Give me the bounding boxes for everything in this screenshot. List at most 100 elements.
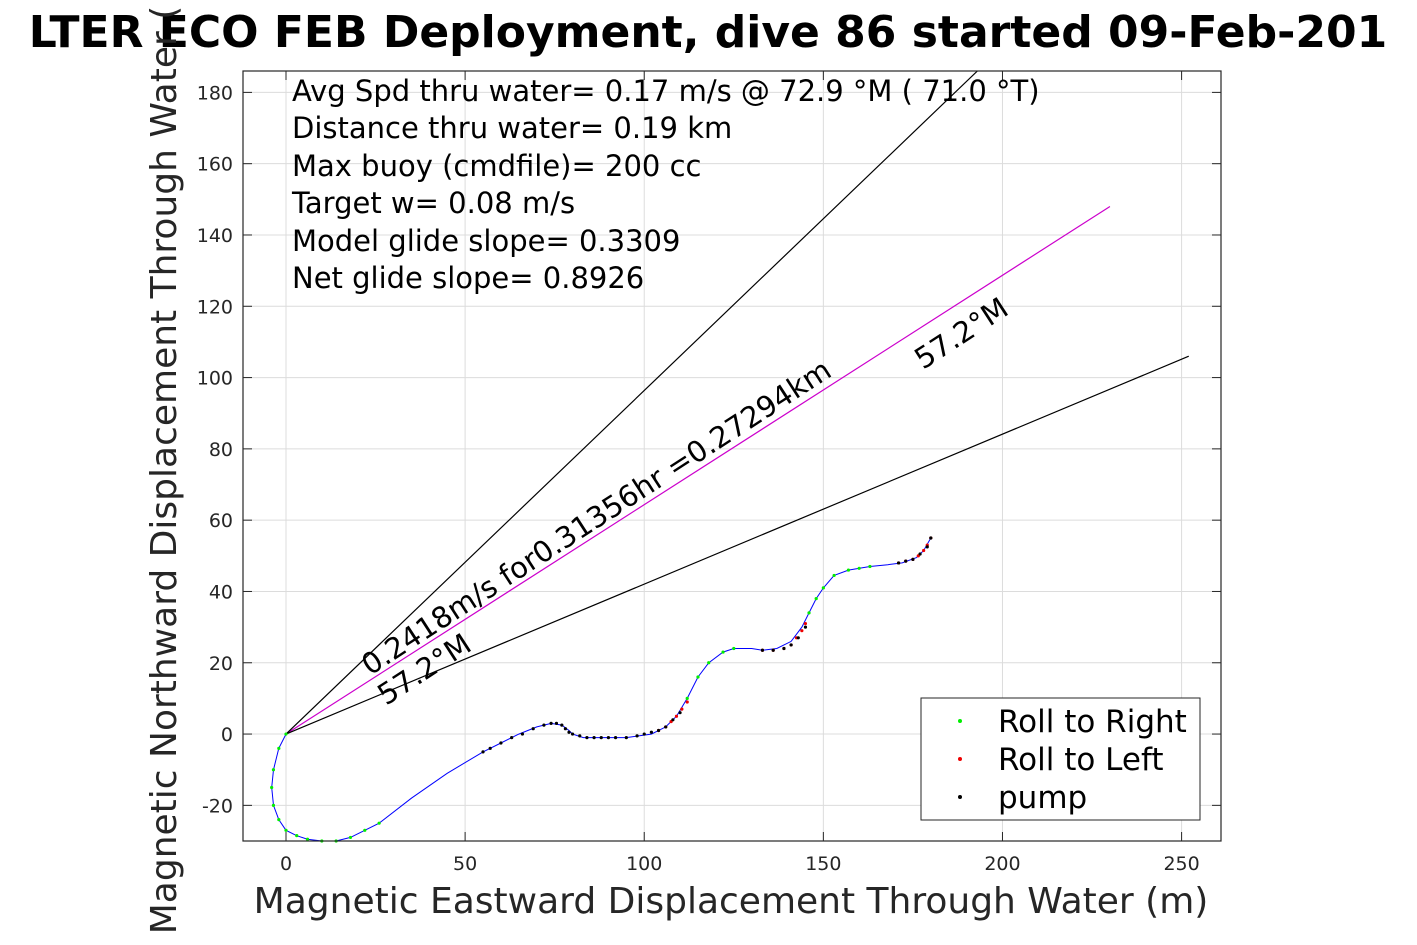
legend-box xyxy=(920,697,1201,821)
marker-pump xyxy=(613,736,618,740)
legend-marker-roll-left xyxy=(958,757,962,761)
marker-pump xyxy=(896,561,901,565)
marker-pump xyxy=(678,711,682,715)
legend-label-roll-left: Roll to Left xyxy=(998,742,1164,778)
marker-roll-left xyxy=(922,548,926,553)
annotation-avg-speed: Avg Spd thru water= 0.17 m/s @ 72.9 °M (… xyxy=(292,74,1040,108)
marker-pump xyxy=(592,736,596,740)
marker-pump xyxy=(642,732,646,736)
marker-pump xyxy=(782,646,786,651)
marker-roll-right xyxy=(732,646,736,651)
marker-pump xyxy=(567,730,571,734)
marker-roll-left xyxy=(680,707,684,711)
marker-pump xyxy=(904,559,908,563)
y-tick-label: 100 xyxy=(197,368,233,390)
marker-pump xyxy=(911,557,915,561)
legend: Roll to Right Roll to Left pump xyxy=(920,697,1201,821)
marker-roll-right xyxy=(707,661,711,665)
marker-pump xyxy=(520,732,525,736)
marker-roll-right xyxy=(277,746,281,750)
x-tick-label: 150 xyxy=(805,853,841,875)
marker-roll-right xyxy=(846,568,851,572)
marker-roll-right xyxy=(807,611,811,615)
marker-pump xyxy=(606,736,611,740)
y-axis-label: Magnetic Northward Displacement Through … xyxy=(144,6,185,935)
marker-pump xyxy=(563,727,568,731)
annotation-distance: Distance thru water= 0.19 km xyxy=(292,111,732,145)
y-tick-label: 160 xyxy=(197,154,233,176)
marker-roll-left xyxy=(803,621,808,626)
marker-pump xyxy=(796,636,800,640)
marker-pump xyxy=(554,721,559,725)
x-tick-label: 100 xyxy=(626,853,662,875)
x-tick-label: 0 xyxy=(280,853,292,875)
marker-pump xyxy=(918,552,922,556)
line-heading xyxy=(285,205,1111,735)
marker-roll-right xyxy=(721,650,725,654)
marker-pump xyxy=(656,728,661,733)
marker-pump xyxy=(803,625,808,629)
marker-roll-left xyxy=(685,700,689,704)
marker-pump xyxy=(635,734,639,738)
y-tick-label: 140 xyxy=(197,225,233,247)
y-tick-label: 180 xyxy=(197,82,233,104)
marker-roll-right xyxy=(685,696,689,701)
marker-pump xyxy=(771,648,775,652)
marker-roll-right xyxy=(363,828,367,832)
marker-roll-right xyxy=(814,596,818,601)
y-tick-label: -20 xyxy=(202,795,233,817)
legend-marker-pump xyxy=(958,795,962,799)
marker-pump xyxy=(481,750,485,754)
x-tick-label: 50 xyxy=(453,853,477,875)
line-bound_lower xyxy=(285,355,1189,735)
x-axis-label: Magnetic Eastward Displacement Through W… xyxy=(254,881,1209,922)
y-tick-label: 60 xyxy=(209,510,233,532)
marker-roll-right xyxy=(868,564,872,569)
annotation-block: Avg Spd thru water= 0.17 m/s @ 72.9 °M (… xyxy=(291,74,1040,295)
legend-marker-roll-right xyxy=(958,719,962,723)
marker-pump xyxy=(929,536,933,540)
marker-pump xyxy=(560,723,564,727)
marker-roll-left xyxy=(674,714,679,718)
annotation-model-glide: Model glide slope= 0.3309 xyxy=(292,224,680,258)
marker-roll-right xyxy=(295,834,299,838)
x-tick-label: 200 xyxy=(984,853,1020,875)
x-tick-label: 250 xyxy=(1163,853,1199,875)
marker-roll-left xyxy=(800,629,804,633)
annotation-target-w: Target w= 0.08 m/s xyxy=(291,186,575,220)
marker-pump xyxy=(624,736,628,740)
marker-pump xyxy=(499,741,503,745)
marker-roll-right xyxy=(284,732,288,736)
marker-roll-right xyxy=(284,828,288,832)
marker-roll-right xyxy=(348,835,353,840)
annotation-net-glide: Net glide slope= 0.8926 xyxy=(292,261,644,295)
marker-pump xyxy=(542,723,546,727)
legend-label-roll-right: Roll to Right xyxy=(998,704,1187,740)
marker-roll-right xyxy=(305,837,310,841)
marker-pump xyxy=(549,721,553,725)
marker-roll-right xyxy=(271,768,276,772)
legend-label-pump: pump xyxy=(998,780,1087,816)
marker-pump xyxy=(760,648,765,652)
marker-pump xyxy=(599,736,603,740)
y-tick-label: 40 xyxy=(209,581,233,603)
marker-pump xyxy=(649,730,653,734)
marker-roll-right xyxy=(271,803,276,807)
annotation-max-buoy: Max buoy (cmdfile)= 200 cc xyxy=(292,149,701,183)
axis-ticks: 0 50 100 150 200 250 -20 0 20 40 60 80 100 120 140 160 1… xyxy=(197,71,1221,875)
marker-pump xyxy=(585,736,589,740)
plot-frame xyxy=(242,70,1222,842)
markers xyxy=(270,536,933,843)
marker-roll-right xyxy=(832,573,836,578)
marker-pump xyxy=(531,727,535,731)
marker-roll-right xyxy=(696,675,700,679)
y-tick-label: 20 xyxy=(209,653,233,675)
marker-pump xyxy=(570,732,575,736)
y-tick-label: 80 xyxy=(209,439,233,461)
marker-roll-right xyxy=(277,818,281,822)
chart-title: LTER ECO FEB Deployment, dive 86 started… xyxy=(29,7,1387,58)
marker-pump xyxy=(510,736,514,740)
marker-pump xyxy=(488,746,492,750)
marker-pump xyxy=(578,734,582,738)
